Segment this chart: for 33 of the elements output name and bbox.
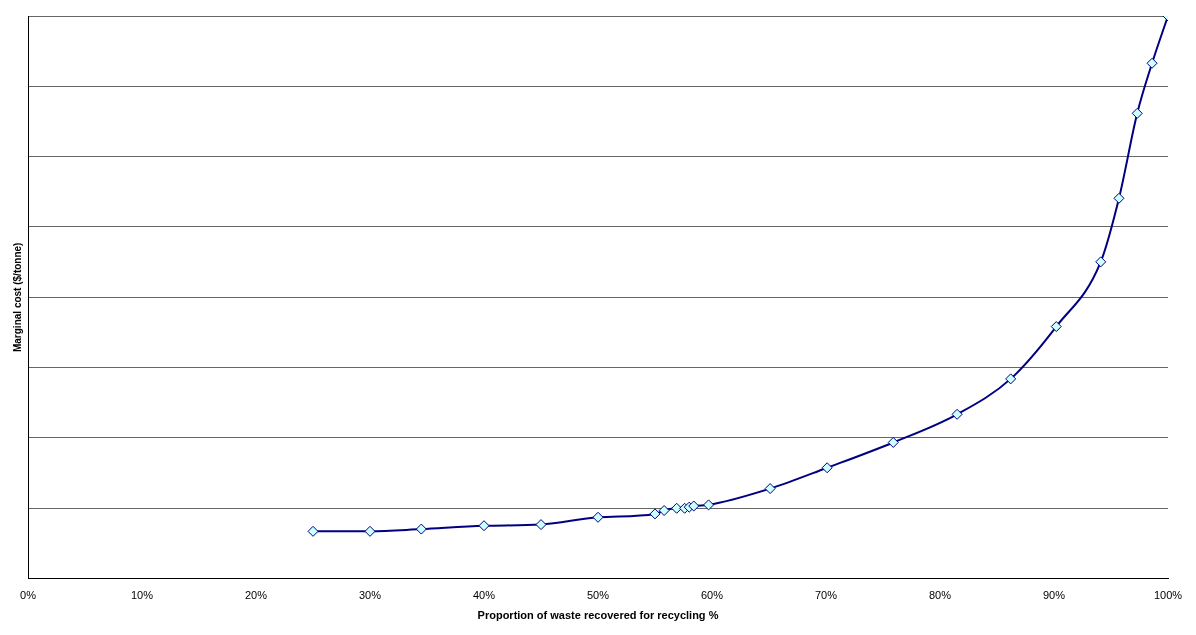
x-tick-label: 0% <box>20 589 37 602</box>
point <box>1146 57 1158 69</box>
x-tick-label: 40% <box>472 589 496 602</box>
x-tick-label: 20% <box>244 589 268 602</box>
x-tick-label: 50% <box>586 589 610 602</box>
point <box>887 436 899 448</box>
point <box>1113 192 1125 204</box>
x-tick-label: 60% <box>700 589 724 602</box>
x-tick-label: 100% <box>1153 589 1183 602</box>
point <box>364 525 376 537</box>
x-tick-label: 70% <box>814 589 838 602</box>
point <box>688 500 700 512</box>
point <box>1095 256 1107 268</box>
point <box>478 520 490 532</box>
point <box>1005 373 1017 385</box>
x-tick-label: 30% <box>358 589 382 602</box>
point <box>821 462 833 474</box>
point <box>535 519 547 531</box>
point <box>1050 321 1062 333</box>
x-tick-label: 90% <box>1042 589 1066 602</box>
x-axis-title: Proportion of waste recovered for recycling % <box>477 609 719 622</box>
point <box>1131 107 1143 119</box>
y-axis-title: Marginal cost ($/tonne) <box>11 242 23 353</box>
point <box>658 505 670 517</box>
point <box>307 525 319 537</box>
point <box>649 508 661 520</box>
x-tick-label: 80% <box>928 589 952 602</box>
point <box>951 408 963 420</box>
point <box>764 483 776 495</box>
x-tick-label: 10% <box>130 589 154 602</box>
point <box>703 499 715 511</box>
point <box>592 511 604 523</box>
point <box>415 523 427 535</box>
